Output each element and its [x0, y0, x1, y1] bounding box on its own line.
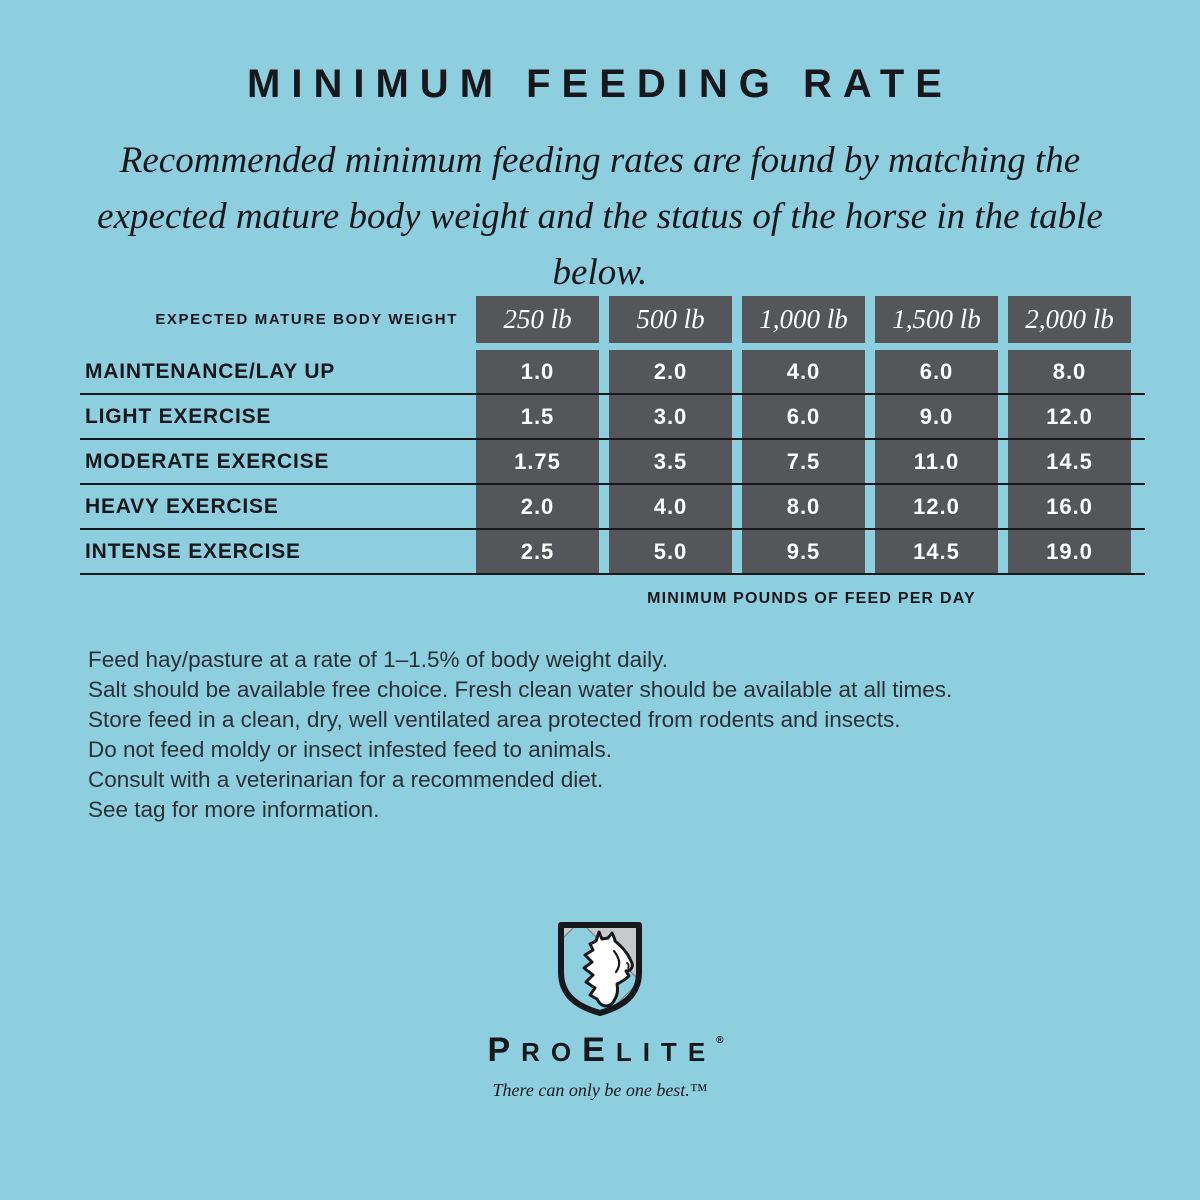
brand-name: PROELITE®	[476, 1031, 723, 1070]
feed-rate-cell: 6.0	[875, 350, 998, 393]
feed-rate-cell: 1.5	[476, 395, 599, 438]
feed-rate-cell: 1.75	[476, 440, 599, 483]
table-row: MODERATE EXERCISE 1.75 3.5 7.5 11.0 14.5	[80, 440, 1145, 485]
note-line: Store feed in a clean, dry, well ventila…	[88, 707, 901, 732]
table-caption: MINIMUM POUNDS OF FEED PER DAY	[647, 590, 976, 607]
feed-rate-cell: 14.5	[875, 530, 998, 573]
table-header-row: EXPECTED MATURE BODY WEIGHT 250 lb 500 l…	[80, 296, 1145, 343]
feed-rate-cell: 5.0	[609, 530, 732, 573]
brand-letter: E	[582, 1031, 616, 1069]
page-subtitle: Recommended minimum feeding rates are fo…	[97, 140, 1103, 293]
feed-rate-cell: 2.0	[476, 485, 599, 528]
horse-head-icon	[582, 930, 634, 1008]
brand-letters: LITE	[615, 1037, 717, 1067]
table-row: LIGHT EXERCISE 1.5 3.0 6.0 9.0 12.0	[80, 395, 1145, 440]
table-row: MAINTENANCE/LAY UP 1.0 2.0 4.0 6.0 8.0	[80, 350, 1145, 395]
row-label-light-exercise: LIGHT EXERCISE	[85, 404, 272, 428]
feed-rate-cell: 6.0	[742, 395, 865, 438]
brand-tagline: There can only be one best.™	[492, 1080, 708, 1100]
feed-rate-cell: 3.5	[609, 440, 732, 483]
row-label-heavy-exercise: HEAVY EXERCISE	[85, 494, 279, 518]
note-line: Salt should be available free choice. Fr…	[88, 677, 953, 702]
registered-trademark-icon: ®	[716, 1035, 724, 1046]
feed-rate-cell: 11.0	[875, 440, 998, 483]
row-label-moderate-exercise: MODERATE EXERCISE	[85, 449, 330, 473]
proelite-shield-logo	[558, 922, 642, 1016]
feed-rate-cell: 16.0	[1008, 485, 1131, 528]
feed-rate-cell: 4.0	[742, 350, 865, 393]
feed-rate-cell: 8.0	[742, 485, 865, 528]
note-line: Consult with a veterinarian for a recomm…	[88, 767, 604, 792]
feed-rate-cell: 2.5	[476, 530, 599, 573]
row-label-maintenance: MAINTENANCE/LAY UP	[85, 359, 336, 383]
feed-rate-cell: 7.5	[742, 440, 865, 483]
feed-rate-cell: 19.0	[1008, 530, 1131, 573]
feed-rate-cell: 4.0	[609, 485, 732, 528]
feed-rate-cell: 3.0	[609, 395, 732, 438]
feed-rate-cell: 1.0	[476, 350, 599, 393]
feeding-rate-table: EXPECTED MATURE BODY WEIGHT 250 lb 500 l…	[80, 296, 1145, 575]
note-line: Feed hay/pasture at a rate of 1–1.5% of …	[88, 647, 668, 672]
shield-border	[558, 922, 642, 1016]
brand-letter: P	[487, 1031, 522, 1069]
row-label-intense-exercise: INTENSE EXERCISE	[85, 539, 301, 563]
page-title: MINIMUM FEEDING RATE	[247, 62, 953, 106]
brand-letters: RO	[521, 1037, 583, 1067]
note-line: See tag for more information.	[88, 797, 380, 822]
corner-label: EXPECTED MATURE BODY WEIGHT	[155, 311, 458, 328]
feed-rate-cell: 12.0	[875, 485, 998, 528]
feed-rate-cell: 12.0	[1008, 395, 1131, 438]
table-row: HEAVY EXERCISE 2.0 4.0 8.0 12.0 16.0	[80, 485, 1145, 530]
brand-logo-block: PROELITE® There can only be one best.™	[0, 920, 1200, 1101]
column-header-500lb: 500 lb	[609, 296, 732, 343]
column-header-1500lb: 1,500 lb	[875, 296, 998, 343]
column-header-1000lb: 1,000 lb	[742, 296, 865, 343]
table-row: INTENSE EXERCISE 2.5 5.0 9.5 14.5 19.0	[80, 530, 1145, 575]
column-header-250lb: 250 lb	[476, 296, 599, 343]
feed-rate-cell: 14.5	[1008, 440, 1131, 483]
feed-rate-cell: 9.0	[875, 395, 998, 438]
note-line: Do not feed moldy or insect infested fee…	[88, 737, 613, 762]
feed-rate-cell: 8.0	[1008, 350, 1131, 393]
column-header-2000lb: 2,000 lb	[1008, 296, 1131, 343]
feeding-notes: Feed hay/pasture at a rate of 1–1.5% of …	[88, 645, 952, 825]
feed-rate-cell: 9.5	[742, 530, 865, 573]
feed-rate-cell: 2.0	[609, 350, 732, 393]
